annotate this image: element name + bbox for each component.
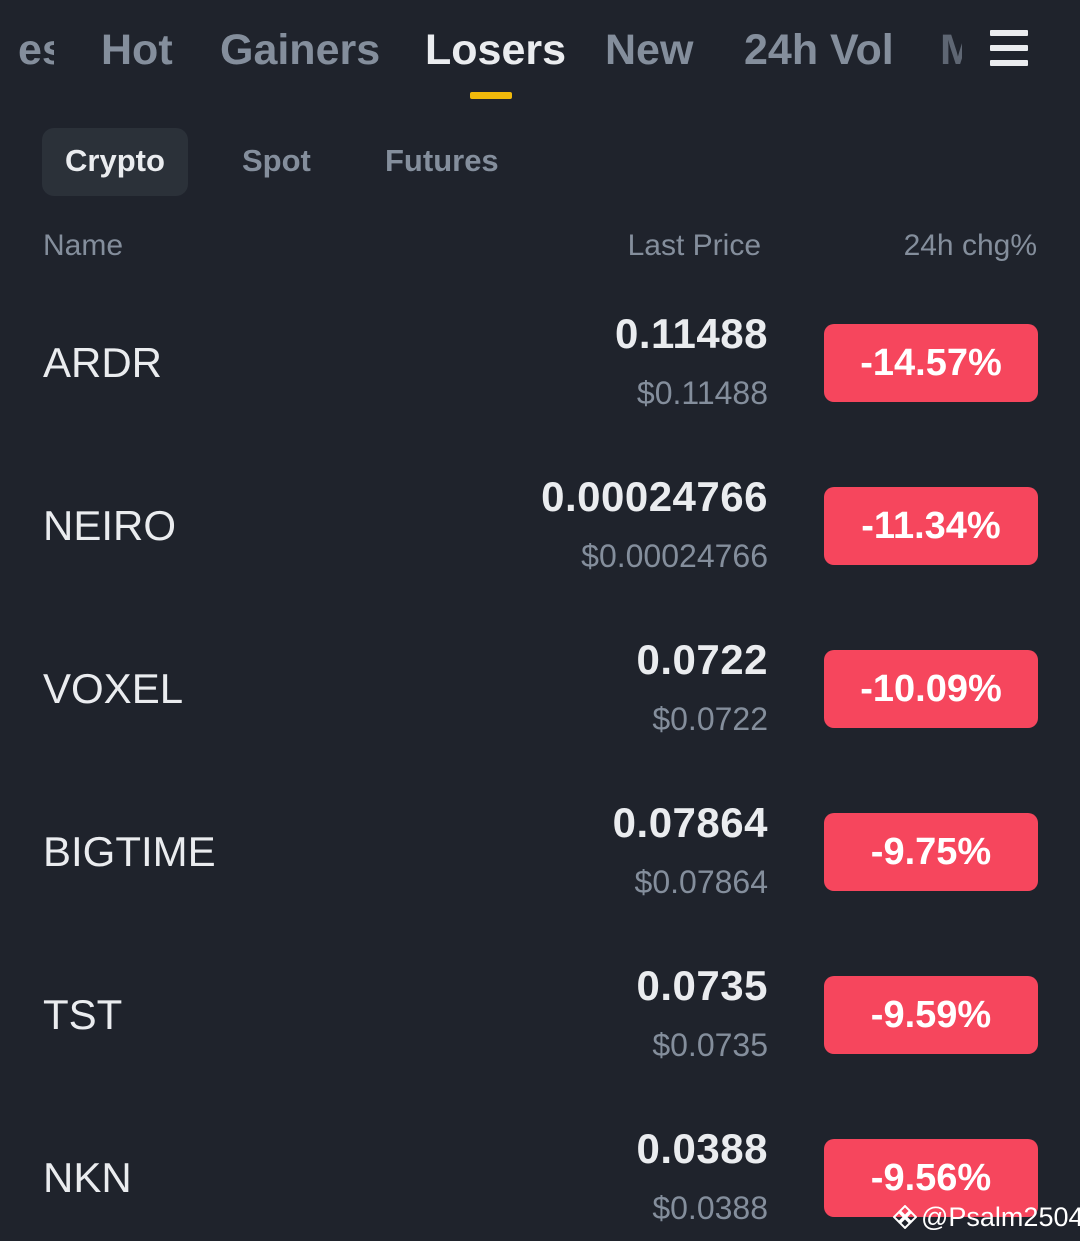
row-change-badge[interactable]: -10.09% — [824, 650, 1038, 728]
row-symbol: BIGTIME — [43, 828, 216, 875]
tab-favorites-partial[interactable]: es — [18, 26, 54, 74]
row-last-price: 0.0388 — [636, 1125, 768, 1172]
market-row-tst[interactable]: TST 0.0735 $0.0735 -9.59% — [0, 962, 1080, 1138]
market-row-neiro[interactable]: NEIRO 0.00024766 $0.00024766 -11.34% — [0, 473, 1080, 649]
row-fiat-price: $0.07864 — [634, 864, 768, 900]
subtab-spot[interactable]: Spot — [242, 143, 311, 178]
row-change-badge[interactable]: -9.75% — [824, 813, 1038, 891]
watermark: @Psalm2504 — [893, 1197, 1080, 1237]
row-symbol: NEIRO — [43, 502, 177, 549]
binance-diamond-icon — [893, 1204, 917, 1229]
subtab-crypto[interactable]: Crypto — [42, 128, 188, 196]
row-fiat-price: $0.11488 — [636, 375, 768, 411]
column-header-name[interactable]: Name — [43, 229, 124, 262]
tab-24h-vol[interactable]: 24h Vol — [744, 26, 894, 74]
row-last-price: 0.0735 — [636, 962, 768, 1009]
row-last-price: 0.11488 — [614, 310, 768, 357]
row-change-badge[interactable]: -9.59% — [824, 976, 1038, 1054]
tab-market-cap-partial[interactable]: M — [940, 26, 962, 74]
column-header-last-price[interactable]: Last Price — [627, 229, 761, 262]
row-symbol: TST — [43, 991, 123, 1038]
row-change-badge[interactable]: -11.34% — [824, 487, 1038, 565]
tab-hot[interactable]: Hot — [101, 26, 173, 74]
row-symbol: ARDR — [43, 339, 163, 386]
menu-icon[interactable] — [990, 30, 1030, 68]
watermark-text: @Psalm2504 — [921, 1202, 1080, 1232]
market-row-voxel[interactable]: VOXEL 0.0722 $0.0722 -10.09% — [0, 636, 1080, 812]
row-change-badge[interactable]: -14.57% — [824, 324, 1038, 402]
row-symbol: VOXEL — [43, 665, 184, 712]
tab-new[interactable]: New — [605, 26, 694, 74]
row-change-badge[interactable]: -9.56% — [824, 1139, 1038, 1217]
market-row-ardr[interactable]: ARDR 0.11488 $0.11488 -14.57% — [0, 310, 1080, 486]
market-tabs: es Hot Gainers Losers New 24h Vol M — [0, 0, 1080, 110]
row-last-price: 0.00024766 — [541, 473, 768, 520]
row-fiat-price: $0.0735 — [652, 1027, 768, 1063]
row-fiat-price: $0.00024766 — [581, 538, 768, 574]
tab-gainers[interactable]: Gainers — [220, 26, 381, 74]
subtab-futures[interactable]: Futures — [385, 143, 499, 178]
active-tab-indicator — [470, 92, 512, 99]
row-last-price: 0.0722 — [636, 636, 768, 683]
column-header-change[interactable]: 24h chg% — [903, 229, 1037, 262]
row-symbol: NKN — [43, 1154, 132, 1201]
market-row-bigtime[interactable]: BIGTIME 0.07864 $0.07864 -9.75% — [0, 799, 1080, 975]
row-fiat-price: $0.0388 — [652, 1190, 768, 1226]
market-row-nkn[interactable]: NKN 0.0388 $0.0388 -9.56% — [0, 1125, 1080, 1241]
row-last-price: 0.07864 — [612, 799, 768, 846]
row-fiat-price: $0.0722 — [652, 701, 768, 737]
tab-losers[interactable]: Losers — [425, 26, 567, 74]
